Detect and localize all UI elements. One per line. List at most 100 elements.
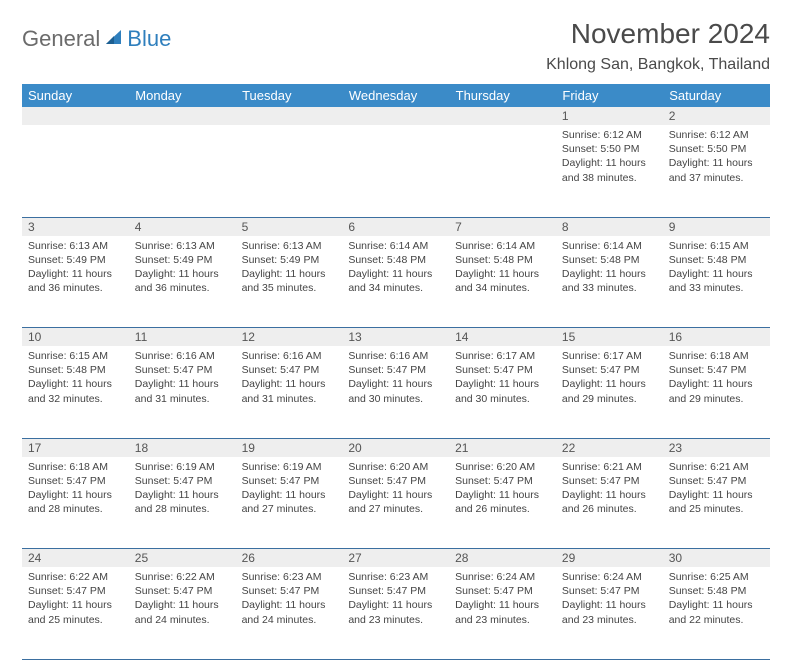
day-content-cell: Sunrise: 6:14 AMSunset: 5:48 PMDaylight:… bbox=[556, 236, 663, 328]
day-number-cell: 27 bbox=[342, 549, 449, 568]
day-number-cell: 22 bbox=[556, 438, 663, 457]
weekday-header: Friday bbox=[556, 84, 663, 107]
weekday-header: Saturday bbox=[663, 84, 770, 107]
day-number-cell: 4 bbox=[129, 217, 236, 236]
day-content-cell: Sunrise: 6:20 AMSunset: 5:47 PMDaylight:… bbox=[342, 457, 449, 549]
day-number-cell: 15 bbox=[556, 328, 663, 347]
day-number-cell: 10 bbox=[22, 328, 129, 347]
day-content-cell bbox=[22, 125, 129, 217]
day-content-cell: Sunrise: 6:23 AMSunset: 5:47 PMDaylight:… bbox=[236, 567, 343, 659]
daynum-row: 17181920212223 bbox=[22, 438, 770, 457]
day-number-cell: 12 bbox=[236, 328, 343, 347]
day-details: Sunrise: 6:16 AMSunset: 5:47 PMDaylight:… bbox=[342, 346, 449, 410]
day-number-cell: 13 bbox=[342, 328, 449, 347]
day-content-cell: Sunrise: 6:22 AMSunset: 5:47 PMDaylight:… bbox=[22, 567, 129, 659]
day-number-cell: 3 bbox=[22, 217, 129, 236]
day-number-cell: 5 bbox=[236, 217, 343, 236]
day-details: Sunrise: 6:19 AMSunset: 5:47 PMDaylight:… bbox=[129, 457, 236, 521]
day-content-cell: Sunrise: 6:18 AMSunset: 5:47 PMDaylight:… bbox=[663, 346, 770, 438]
day-content-cell: Sunrise: 6:24 AMSunset: 5:47 PMDaylight:… bbox=[449, 567, 556, 659]
day-number-cell: 14 bbox=[449, 328, 556, 347]
day-content-cell: Sunrise: 6:20 AMSunset: 5:47 PMDaylight:… bbox=[449, 457, 556, 549]
day-number-cell: 16 bbox=[663, 328, 770, 347]
day-number-cell: 6 bbox=[342, 217, 449, 236]
day-details: Sunrise: 6:15 AMSunset: 5:48 PMDaylight:… bbox=[663, 236, 770, 300]
day-details: Sunrise: 6:18 AMSunset: 5:47 PMDaylight:… bbox=[22, 457, 129, 521]
day-content-cell: Sunrise: 6:17 AMSunset: 5:47 PMDaylight:… bbox=[556, 346, 663, 438]
day-content-cell bbox=[342, 125, 449, 217]
day-details: Sunrise: 6:16 AMSunset: 5:47 PMDaylight:… bbox=[129, 346, 236, 410]
calendar-table: SundayMondayTuesdayWednesdayThursdayFrid… bbox=[22, 84, 770, 660]
title-block: November 2024 Khlong San, Bangkok, Thail… bbox=[546, 18, 770, 74]
day-details: Sunrise: 6:17 AMSunset: 5:47 PMDaylight:… bbox=[449, 346, 556, 410]
day-number-cell: 20 bbox=[342, 438, 449, 457]
week-row: Sunrise: 6:18 AMSunset: 5:47 PMDaylight:… bbox=[22, 457, 770, 549]
day-number-cell: 29 bbox=[556, 549, 663, 568]
logo-text-blue: Blue bbox=[127, 26, 171, 52]
weekday-header: Thursday bbox=[449, 84, 556, 107]
day-content-cell: Sunrise: 6:21 AMSunset: 5:47 PMDaylight:… bbox=[663, 457, 770, 549]
day-details: Sunrise: 6:24 AMSunset: 5:47 PMDaylight:… bbox=[556, 567, 663, 631]
day-number-cell: 17 bbox=[22, 438, 129, 457]
day-details: Sunrise: 6:20 AMSunset: 5:47 PMDaylight:… bbox=[449, 457, 556, 521]
location: Khlong San, Bangkok, Thailand bbox=[546, 56, 770, 74]
day-number-cell: 26 bbox=[236, 549, 343, 568]
day-details: Sunrise: 6:14 AMSunset: 5:48 PMDaylight:… bbox=[556, 236, 663, 300]
month-title: November 2024 bbox=[546, 18, 770, 50]
day-content-cell: Sunrise: 6:22 AMSunset: 5:47 PMDaylight:… bbox=[129, 567, 236, 659]
weekday-header: Tuesday bbox=[236, 84, 343, 107]
day-details: Sunrise: 6:16 AMSunset: 5:47 PMDaylight:… bbox=[236, 346, 343, 410]
day-details: Sunrise: 6:13 AMSunset: 5:49 PMDaylight:… bbox=[129, 236, 236, 300]
day-details: Sunrise: 6:19 AMSunset: 5:47 PMDaylight:… bbox=[236, 457, 343, 521]
day-number-cell: 25 bbox=[129, 549, 236, 568]
day-details: Sunrise: 6:25 AMSunset: 5:48 PMDaylight:… bbox=[663, 567, 770, 631]
day-number-cell bbox=[449, 107, 556, 125]
day-details: Sunrise: 6:23 AMSunset: 5:47 PMDaylight:… bbox=[342, 567, 449, 631]
day-number-cell: 7 bbox=[449, 217, 556, 236]
day-content-cell: Sunrise: 6:19 AMSunset: 5:47 PMDaylight:… bbox=[236, 457, 343, 549]
daynum-row: 10111213141516 bbox=[22, 328, 770, 347]
day-content-cell: Sunrise: 6:14 AMSunset: 5:48 PMDaylight:… bbox=[449, 236, 556, 328]
day-content-cell: Sunrise: 6:16 AMSunset: 5:47 PMDaylight:… bbox=[342, 346, 449, 438]
logo-sail-icon bbox=[104, 27, 124, 52]
day-content-cell: Sunrise: 6:13 AMSunset: 5:49 PMDaylight:… bbox=[22, 236, 129, 328]
day-content-cell: Sunrise: 6:15 AMSunset: 5:48 PMDaylight:… bbox=[22, 346, 129, 438]
day-content-cell: Sunrise: 6:14 AMSunset: 5:48 PMDaylight:… bbox=[342, 236, 449, 328]
header: General Blue November 2024 Khlong San, B… bbox=[22, 18, 770, 74]
day-details: Sunrise: 6:13 AMSunset: 5:49 PMDaylight:… bbox=[236, 236, 343, 300]
day-details: Sunrise: 6:21 AMSunset: 5:47 PMDaylight:… bbox=[663, 457, 770, 521]
day-number-cell bbox=[236, 107, 343, 125]
day-content-cell: Sunrise: 6:12 AMSunset: 5:50 PMDaylight:… bbox=[663, 125, 770, 217]
day-number-cell: 18 bbox=[129, 438, 236, 457]
day-content-cell: Sunrise: 6:16 AMSunset: 5:47 PMDaylight:… bbox=[236, 346, 343, 438]
weekday-header-row: SundayMondayTuesdayWednesdayThursdayFrid… bbox=[22, 84, 770, 107]
day-number-cell: 21 bbox=[449, 438, 556, 457]
day-details: Sunrise: 6:21 AMSunset: 5:47 PMDaylight:… bbox=[556, 457, 663, 521]
day-number-cell: 30 bbox=[663, 549, 770, 568]
day-content-cell bbox=[449, 125, 556, 217]
week-row: Sunrise: 6:22 AMSunset: 5:47 PMDaylight:… bbox=[22, 567, 770, 659]
weekday-header: Sunday bbox=[22, 84, 129, 107]
day-details: Sunrise: 6:14 AMSunset: 5:48 PMDaylight:… bbox=[449, 236, 556, 300]
daynum-row: 12 bbox=[22, 107, 770, 125]
day-content-cell: Sunrise: 6:13 AMSunset: 5:49 PMDaylight:… bbox=[129, 236, 236, 328]
day-details: Sunrise: 6:22 AMSunset: 5:47 PMDaylight:… bbox=[129, 567, 236, 631]
day-number-cell: 19 bbox=[236, 438, 343, 457]
day-details: Sunrise: 6:12 AMSunset: 5:50 PMDaylight:… bbox=[556, 125, 663, 189]
day-content-cell: Sunrise: 6:16 AMSunset: 5:47 PMDaylight:… bbox=[129, 346, 236, 438]
day-content-cell: Sunrise: 6:21 AMSunset: 5:47 PMDaylight:… bbox=[556, 457, 663, 549]
day-number-cell bbox=[342, 107, 449, 125]
day-number-cell: 28 bbox=[449, 549, 556, 568]
daynum-row: 24252627282930 bbox=[22, 549, 770, 568]
day-number-cell: 11 bbox=[129, 328, 236, 347]
day-content-cell: Sunrise: 6:17 AMSunset: 5:47 PMDaylight:… bbox=[449, 346, 556, 438]
daynum-row: 3456789 bbox=[22, 217, 770, 236]
day-number-cell: 23 bbox=[663, 438, 770, 457]
day-content-cell: Sunrise: 6:12 AMSunset: 5:50 PMDaylight:… bbox=[556, 125, 663, 217]
day-details: Sunrise: 6:20 AMSunset: 5:47 PMDaylight:… bbox=[342, 457, 449, 521]
day-content-cell bbox=[129, 125, 236, 217]
day-number-cell: 8 bbox=[556, 217, 663, 236]
day-details: Sunrise: 6:24 AMSunset: 5:47 PMDaylight:… bbox=[449, 567, 556, 631]
day-number-cell: 1 bbox=[556, 107, 663, 125]
day-details: Sunrise: 6:13 AMSunset: 5:49 PMDaylight:… bbox=[22, 236, 129, 300]
